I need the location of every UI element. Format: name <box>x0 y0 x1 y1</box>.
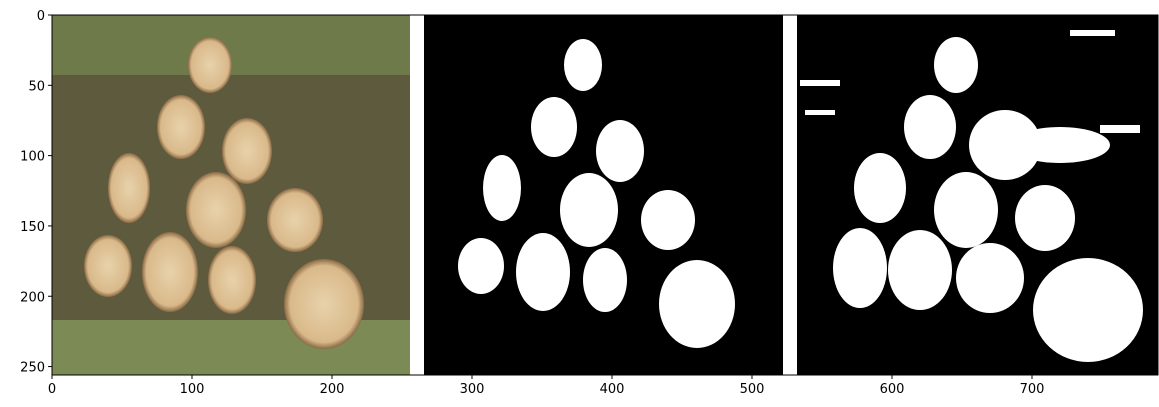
x-tick-label: 300 <box>460 382 485 397</box>
gap <box>410 15 424 375</box>
x-tick-label: 100 <box>180 382 205 397</box>
x-tick-label: 700 <box>1020 382 1045 397</box>
x-tick-label: 200 <box>320 382 345 397</box>
x-tick-label: 600 <box>880 382 905 397</box>
y-tick-label: 100 <box>20 150 45 165</box>
y-tick-label: 50 <box>28 79 45 94</box>
y-tick-label: 0 <box>37 9 45 24</box>
y-tick-label: 250 <box>20 361 45 376</box>
y-tick-label: 150 <box>20 220 45 235</box>
y-tick-label: 200 <box>20 290 45 305</box>
x-tick-label: 500 <box>740 382 765 397</box>
figure: 0 100 200 300 400 500 600 700 0 50 100 150 200 250 <box>0 0 1159 403</box>
x-tick-label: 400 <box>600 382 625 397</box>
image <box>52 15 1158 375</box>
gap <box>783 15 797 375</box>
x-tick-label: 0 <box>48 382 56 397</box>
